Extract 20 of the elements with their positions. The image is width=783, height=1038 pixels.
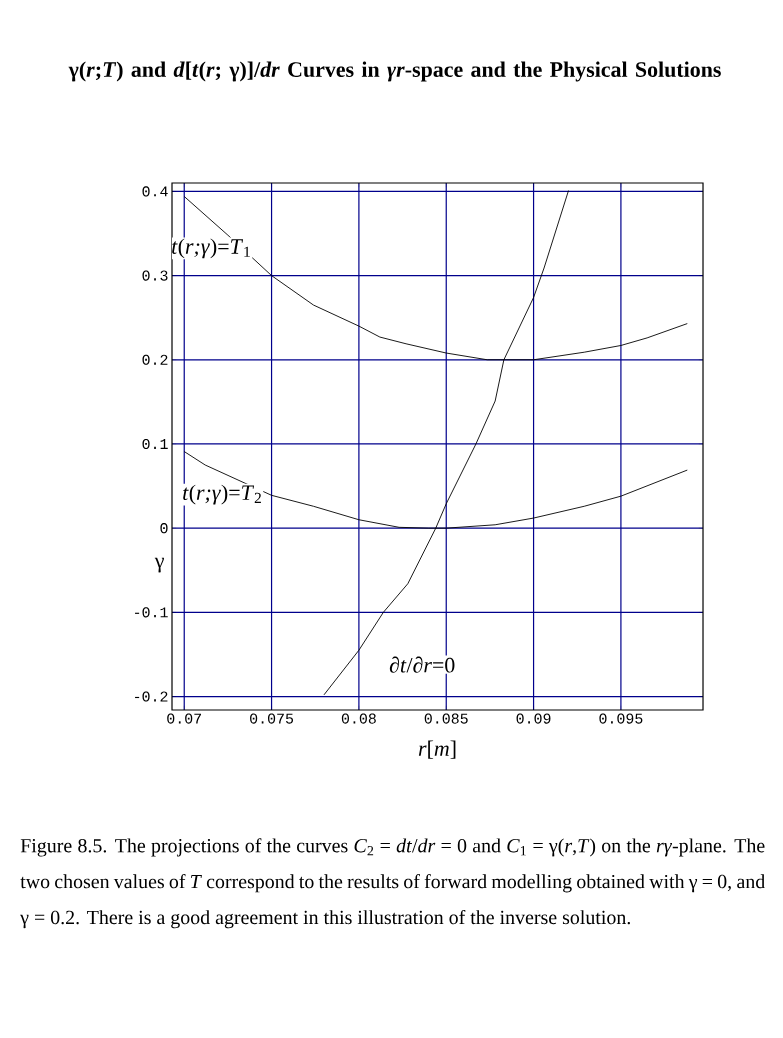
x-tick-label: 0.09 <box>516 713 551 724</box>
series-label: t(r;γ)=T$_{1}$ <box>172 238 250 259</box>
y-tick-label: -0.1 <box>135 607 168 618</box>
x-tick-label: 0.085 <box>424 713 468 724</box>
x-tick-label: 0.07 <box>167 713 201 724</box>
x-tick-label: 0.095 <box>599 713 643 724</box>
y-tick-label: 0.2 <box>142 354 168 365</box>
y-axis-title: γ <box>154 557 164 573</box>
y-tick-label: 0.4 <box>142 186 168 197</box>
y-tick-label: 0 <box>160 523 168 534</box>
x-axis-title: r[m] <box>418 740 456 759</box>
y-tick-label: 0.1 <box>142 438 168 450</box>
series-label: ∂t/∂r=0 <box>389 656 455 673</box>
series-label: t(r;γ)=T$_{2}$ <box>183 484 261 505</box>
text: Figure 8.5. The projections of the curves C$_{2}$ = dt/dr = 0 and C$_{1}$ = γ(r,T) on the rγ-plane. The two chosen values of T correspond to the results of forward modelling obtained with γ = 0, and γ = 0.2. There is a good agreement in this illustration of the inverse solution. <box>20 838 765 929</box>
y-tick-label: 0.3 <box>142 270 168 281</box>
x-tick-label: 0.075 <box>250 713 294 724</box>
x-tick-label: 0.08 <box>341 713 376 724</box>
chart-title: γ(r;T) and d[t(r; γ)]/dr Curves in γr-space and the Physical Solutions <box>68 61 721 82</box>
y-tick-label: -0.2 <box>135 691 168 702</box>
